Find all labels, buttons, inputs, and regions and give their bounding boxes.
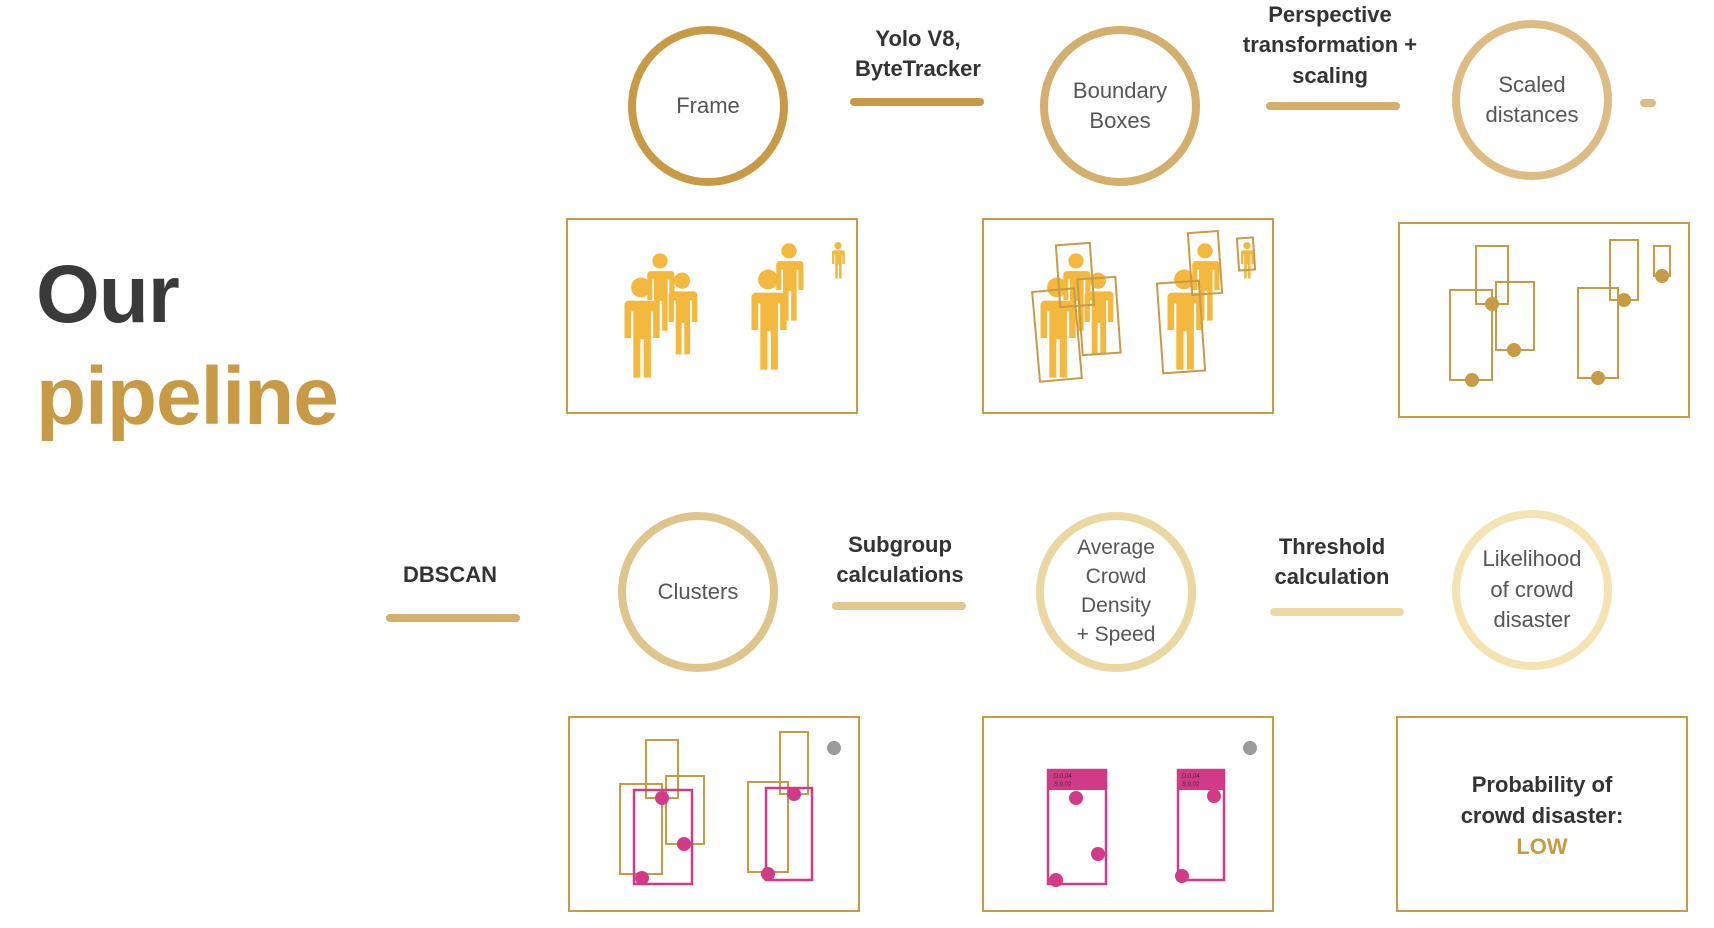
circle-clusters-label: Clusters (657, 578, 739, 604)
cluster-point (1049, 873, 1063, 887)
scaled-box (1495, 281, 1535, 351)
density-box (1046, 768, 1108, 886)
step-perspective-line1: Perspective (1268, 2, 1392, 27)
circle-density-line3: + Speed (1076, 622, 1156, 646)
circle-density-line1: Average (1077, 536, 1155, 560)
person-icon (1241, 242, 1254, 279)
result-line1: Probability of (1471, 772, 1613, 797)
connector-dbscan (386, 614, 520, 622)
cluster-point (1069, 791, 1083, 805)
noise-point (1243, 741, 1257, 755)
bbox (1076, 275, 1122, 357)
step-perspective-line3: scaling (1292, 62, 1368, 88)
circle-boundary-line1: Boundary (1072, 77, 1168, 103)
result-line2: crowd disaster: (1460, 802, 1624, 828)
bbox (1235, 236, 1257, 272)
foot-point (1507, 343, 1521, 357)
step-dbscan: DBSCAN (372, 560, 528, 590)
panel-avg-density: D:0.04 S:0.02 D:0.04 S:0.02 (982, 716, 1274, 912)
connector-threshold (1270, 608, 1404, 616)
connector-yolo (850, 98, 984, 106)
step-yolo: Yolo V8, ByteTracker (836, 24, 1000, 85)
bbox (1054, 241, 1096, 309)
circle-scaled-line1: Scaled (1498, 71, 1566, 97)
result-level: LOW (1516, 833, 1568, 859)
circle-boundary-boxes: Boundary Boxes (1040, 26, 1200, 186)
step-threshold-line1: Threshold (1278, 534, 1386, 559)
panel-clusters (568, 716, 860, 912)
cluster-point (787, 787, 801, 801)
step-perspective: Perspective transformation + scaling (1228, 0, 1432, 91)
cluster-point (677, 837, 691, 851)
scaled-box (1609, 239, 1639, 301)
density-header (1048, 770, 1106, 790)
connector-subgroup (832, 602, 966, 610)
circle-boundary-line2: Boxes (1089, 108, 1151, 133)
panel-boundary-boxes (982, 218, 1274, 414)
cluster-point (1091, 847, 1105, 861)
person-icon (832, 242, 845, 279)
step-threshold: Threshold calculation (1250, 532, 1414, 593)
foot-point (1617, 293, 1631, 307)
step-threshold-line2: calculation (1274, 564, 1390, 590)
cluster-point (655, 791, 669, 805)
cluster-point (635, 871, 649, 885)
cluster-point (761, 867, 775, 881)
step-subgroup: Subgroup calculations (816, 530, 984, 591)
step-perspective-line2: transformation + (1242, 32, 1418, 58)
panel-frame (566, 218, 858, 414)
density-box (1176, 768, 1226, 882)
cluster-point (1207, 789, 1221, 803)
circle-frame-label: Frame (676, 92, 740, 118)
density-header (1178, 770, 1224, 790)
panel-scaled-distances (1398, 222, 1690, 418)
circle-density-line2: Crowd Density (1080, 565, 1152, 617)
bbox (1186, 229, 1224, 297)
circle-avg-density: Average Crowd Density + Speed (1036, 512, 1196, 672)
title-pipeline: pipeline (36, 351, 339, 442)
box (779, 731, 809, 795)
circle-scaled-line2: distances (1485, 102, 1579, 127)
panel-result: Probability of crowd disaster: LOW (1396, 716, 1688, 912)
title-our: Our (36, 249, 180, 340)
speed-tag: S:0.02 (1182, 782, 1200, 788)
foot-point (1655, 269, 1669, 283)
person-icon (1167, 269, 1203, 370)
circle-likelihood: Likelihood of crowd disaster (1452, 510, 1612, 670)
step-yolo-line2: ByteTracker (855, 56, 981, 82)
person-icon (751, 269, 787, 370)
circle-clusters: Clusters (618, 512, 778, 672)
bbox (1031, 287, 1083, 383)
box (665, 775, 705, 845)
foot-point (1465, 373, 1479, 387)
circle-scaled-distances: Scaled distances (1452, 20, 1612, 180)
connector-perspective (1266, 102, 1400, 110)
cluster-box (632, 788, 694, 886)
circle-likelihood-line1: Likelihood (1482, 546, 1582, 572)
circle-frame: Frame (628, 26, 788, 186)
scaled-box (1577, 287, 1619, 379)
foot-point (1591, 371, 1605, 385)
foot-point (1485, 297, 1499, 311)
density-tag: D:0.04 (1054, 774, 1072, 780)
speed-tag: S:0.02 (1054, 782, 1072, 788)
step-subgroup-line1: Subgroup (848, 532, 952, 557)
step-subgroup-line2: calculations (836, 562, 964, 588)
box (747, 781, 789, 873)
density-tag: D:0.04 (1182, 774, 1200, 780)
noise-point (827, 741, 841, 755)
circle-likelihood-line3: disaster (1493, 607, 1571, 633)
circle-likelihood-line2: of crowd (1490, 576, 1574, 602)
step-dbscan-label: DBSCAN (402, 562, 498, 587)
step-yolo-line1: Yolo V8, (875, 26, 961, 51)
result-text: Probability of crowd disaster: LOW (1398, 770, 1686, 862)
bbox (1155, 279, 1207, 375)
cluster-point (1175, 869, 1189, 883)
connector-continue (1640, 99, 1656, 107)
cluster-box (764, 786, 814, 882)
